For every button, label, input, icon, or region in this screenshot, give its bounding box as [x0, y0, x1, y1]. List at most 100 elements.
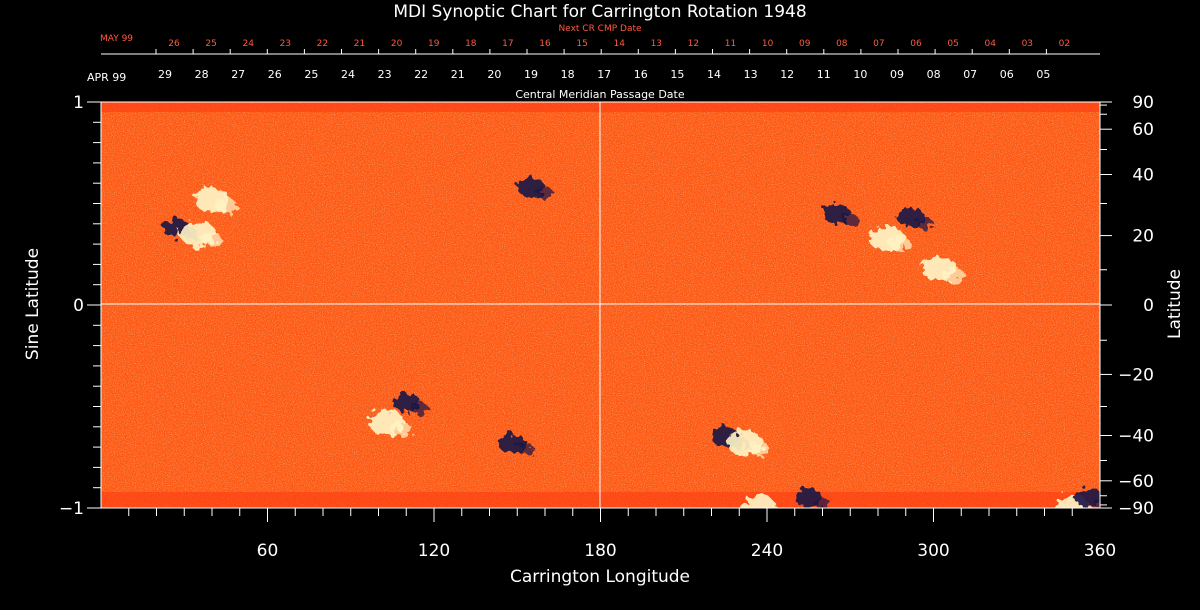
left-y-axis-tick-labels: −1 0 1: [59, 93, 84, 519]
next-cmp-day-label: 08: [836, 39, 848, 49]
cmp-month-label: APR 99: [87, 71, 126, 84]
magnetic-regions: [161, 177, 1100, 508]
next-cmp-day-label: 09: [799, 39, 811, 49]
magnetic-region-positive-fringe: [201, 232, 223, 248]
cmp-day-label: 08: [927, 68, 941, 81]
magnetic-region-positive-fringe: [215, 198, 237, 213]
left-y-axis-label: Sine Latitude: [23, 248, 43, 360]
x-axis-tick-labels: 60 120 180 240 300 360: [257, 541, 1117, 561]
next-cmp-day-label: 05: [947, 39, 958, 49]
right-y-tick-label: 20: [1132, 227, 1154, 247]
left-y-tick-label: 1: [73, 93, 84, 113]
cmp-day-label: 29: [158, 68, 172, 81]
magnetic-region-negative-fringe: [517, 443, 535, 455]
cmp-day-label: 05: [1036, 68, 1050, 81]
cmp-day-label: 26: [268, 68, 282, 81]
next-cmp-day-label: 23: [280, 39, 291, 49]
next-cmp-day-label: 07: [873, 39, 884, 49]
cmp-day-label: 15: [670, 68, 684, 81]
next-cmp-day-label: 11: [725, 39, 736, 49]
next-cmp-day-label: 03: [1022, 39, 1033, 49]
next-cmp-ticks: [155, 49, 1047, 54]
magnetic-region-negative-fringe: [536, 187, 554, 199]
left-y-tick-label: 0: [73, 296, 84, 316]
left-y-axis-ticks: [87, 101, 101, 509]
next-cmp-day-label: 06: [910, 39, 922, 49]
cmp-day-label: 21: [451, 68, 465, 81]
magnetic-region-negative-fringe: [814, 498, 832, 508]
next-cmp-day-label: 15: [576, 39, 587, 49]
next-cmp-day-label: 20: [391, 39, 403, 49]
next-cmp-day-labels: 26 25 24 23 22 21 20 19 18 17 16 15 14 13 12 11 10 09 08 07…: [168, 39, 1070, 49]
magnetic-region-negative: [1074, 488, 1100, 508]
cmp-axis-title: Central Meridian Passage Date: [515, 88, 684, 101]
right-y-tick-label: −20: [1118, 365, 1154, 385]
cmp-day-label: 18: [561, 68, 575, 81]
right-y-tick-label: 60: [1132, 120, 1154, 140]
x-tick-label: 60: [257, 541, 279, 561]
cmp-day-label: 10: [853, 68, 867, 81]
next-cmp-day-label: 25: [205, 39, 216, 49]
cmp-day-label: 07: [963, 68, 977, 81]
next-cmp-day-label: 24: [242, 39, 254, 49]
cmp-day-label: 09: [890, 68, 904, 81]
magnetic-region-positive-fringe: [390, 421, 412, 436]
next-cmp-day-label: 19: [428, 39, 440, 49]
magnetic-region-positive-fringe: [748, 441, 770, 457]
x-axis-label: Carrington Longitude: [510, 567, 690, 587]
next-cmp-day-label: 16: [539, 39, 551, 49]
next-cmp-day-label: 21: [354, 39, 365, 49]
right-y-tick-label: −60: [1118, 472, 1154, 492]
cmp-day-label: 14: [707, 68, 721, 81]
magnetic-region-negative-fringe: [1094, 498, 1100, 508]
left-y-tick-label: −1: [59, 499, 84, 519]
next-cmp-day-label: 12: [688, 39, 699, 49]
right-y-tick-label: 90: [1132, 93, 1154, 113]
next-cmp-day-label: 02: [1059, 39, 1070, 49]
x-tick-label: 300: [917, 541, 949, 561]
right-y-axis-ticks: [1100, 101, 1112, 509]
right-y-axis-label: Latitude: [1165, 269, 1185, 339]
next-cmp-day-label: 18: [465, 39, 477, 49]
next-cmp-day-label: 26: [168, 39, 180, 49]
cmp-day-label: 27: [231, 68, 245, 81]
cmp-day-label: 25: [304, 68, 318, 81]
magnetic-region-negative-fringe: [916, 218, 934, 230]
next-cmp-day-label: 17: [502, 39, 513, 49]
cmp-day-label: 22: [414, 68, 428, 81]
cmp-day-label: 16: [634, 68, 648, 81]
magnetic-region-negative-fringe: [841, 214, 859, 226]
cmp-day-label: 23: [378, 68, 392, 81]
magnetic-region-positive-fringe: [1080, 506, 1093, 508]
x-tick-label: 360: [1084, 541, 1116, 561]
cmp-day-label: 06: [1000, 68, 1014, 81]
cmp-day-label: 17: [597, 68, 611, 81]
cmp-day-label: 20: [487, 68, 501, 81]
cmp-day-label: 12: [780, 68, 794, 81]
x-axis-ticks: [128, 508, 1073, 522]
next-cmp-day-label: 13: [651, 39, 662, 49]
x-tick-label: 180: [584, 541, 616, 561]
next-cmp-day-label: 10: [762, 39, 774, 49]
magnetic-region-positive: [740, 495, 777, 508]
magnetic-region-positive-fringe: [942, 267, 964, 282]
cmp-day-label: 19: [524, 68, 538, 81]
cmp-day-label: 24: [341, 68, 355, 81]
next-cmp-day-label: 04: [984, 39, 996, 49]
next-cmp-day-label: 14: [613, 39, 625, 49]
right-y-tick-label: 0: [1143, 296, 1154, 316]
cmp-day-label: 13: [744, 68, 758, 81]
cmp-day-labels: 29 28 27 26 25 24 23 22 21 20 19 18 17 16 15 14 13 12 11 10…: [158, 68, 1050, 81]
magnetic-region-positive-fringe: [766, 506, 779, 508]
next-cmp-axis-title: Next CR CMP Date: [558, 24, 642, 34]
right-y-tick-label: −90: [1118, 499, 1154, 519]
chart-title: MDI Synoptic Chart for Carrington Rotati…: [393, 2, 806, 22]
right-y-axis-tick-labels: 90 60 40 20 0 −20 −40 −60 −90: [1118, 93, 1154, 519]
next-cmp-day-label: 22: [317, 39, 328, 49]
next-cmp-month-label: MAY 99: [100, 34, 133, 44]
x-tick-label: 120: [418, 541, 450, 561]
magnetic-region-negative-fringe: [411, 402, 429, 415]
right-y-tick-label: 40: [1132, 166, 1154, 186]
cmp-day-label: 11: [817, 68, 831, 81]
